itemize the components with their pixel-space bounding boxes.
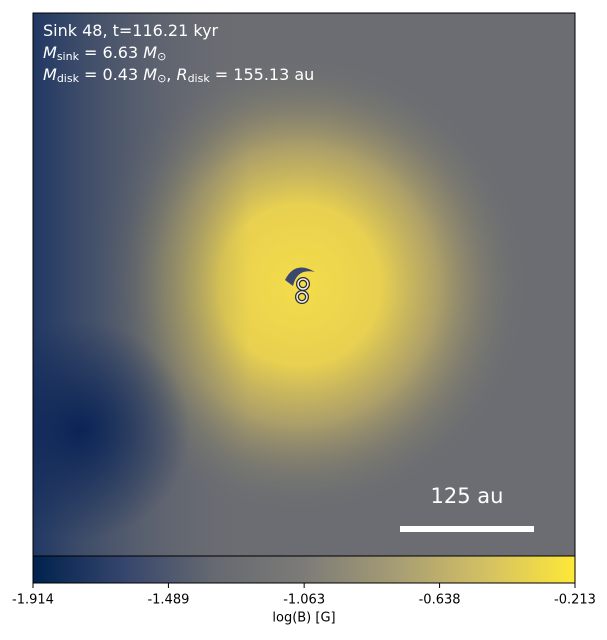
annotation-part: , [166, 65, 176, 84]
subscript: ⊙ [157, 72, 166, 85]
tick-label: -1.914 [12, 593, 54, 608]
annotation-part: Sink 48, t=116.21 kyr [43, 21, 219, 40]
annotation-line: Msink = 6.63 M⊙ [43, 43, 166, 64]
subscript: disk [57, 72, 80, 85]
subscript: disk [188, 72, 211, 85]
field-map [33, 13, 575, 556]
annotation-part: = 6.63 [79, 43, 143, 62]
colorbar [32, 555, 576, 584]
annotation-line: Mdisk = 0.43 M⊙, Rdisk = 155.13 au [43, 65, 314, 86]
sink-marker [296, 291, 308, 303]
annotation-part: M [43, 43, 57, 62]
tick-label: -0.213 [554, 593, 596, 608]
annotation-line: Sink 48, t=116.21 kyr [43, 21, 219, 40]
annotation-part: R [176, 65, 187, 84]
subscript: ⊙ [157, 50, 166, 63]
annotation-part: M [143, 43, 157, 62]
annotation-part: = 0.43 [79, 65, 143, 84]
sink-marker [297, 278, 309, 290]
annotation-part: M [143, 65, 157, 84]
scale-bar-label: 125 au [431, 484, 504, 508]
colorbar-ticks: -1.914 -1.489 -1.063 -0.638 -0.213 [12, 583, 596, 608]
annotation-part: = 155.13 au [210, 65, 315, 84]
colorbar-label: log(B) [G] [272, 611, 335, 626]
tick-label: -0.638 [419, 593, 461, 608]
tick-label: -1.489 [147, 593, 189, 608]
annotation-part: M [43, 65, 57, 84]
tick-label: -1.063 [283, 593, 325, 608]
subscript: sink [57, 50, 80, 63]
